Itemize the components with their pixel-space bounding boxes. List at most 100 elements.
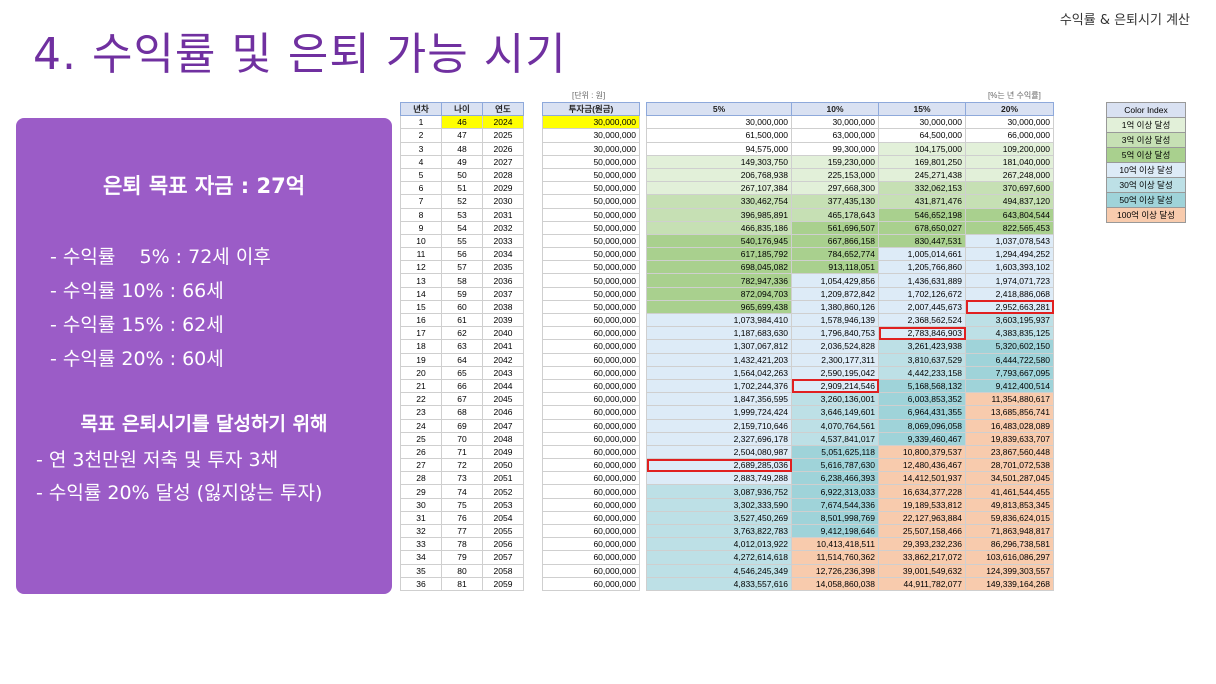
- column-gap: [639, 471, 647, 485]
- age-cell: 62: [441, 326, 483, 341]
- balance-cell: 7,674,544,336: [791, 497, 879, 512]
- column-gap: [639, 511, 647, 525]
- column-gap: [523, 405, 543, 419]
- year-cell: 33: [400, 537, 442, 552]
- balance-cell: 19,189,533,812: [878, 497, 966, 512]
- year-cell: 16: [400, 312, 442, 328]
- column-gap: [523, 366, 543, 380]
- target-reached-cell: 2,952,663,281: [965, 299, 1054, 315]
- strategy-heading: 목표 은퇴시기를 달성하기 위해: [80, 413, 328, 435]
- calendar-year-cell: 2028: [482, 167, 524, 183]
- column-gap: [523, 208, 543, 222]
- retirement-goal: 은퇴 목표 자금 : 27억: [102, 174, 306, 198]
- column-header: 10%: [791, 101, 879, 117]
- year-cell: 32: [400, 523, 442, 539]
- principal-cell: 50,000,000: [542, 247, 640, 262]
- balance-cell: 1,054,429,856: [791, 273, 879, 288]
- principal-cell: 60,000,000: [542, 497, 640, 512]
- balance-cell: 124,399,303,557: [965, 563, 1054, 578]
- column-gap: [523, 168, 543, 182]
- table-row: 20 65 2043 60,000,000 1,564,042,263 2,590,195…: [400, 365, 1054, 380]
- balance-cell: 14,412,501,937: [878, 471, 966, 486]
- table-row: 19 64 2042 60,000,000 1,432,421,203 2,300,177…: [400, 352, 1054, 367]
- balance-cell: 3,646,149,601: [791, 405, 879, 420]
- table-row: 16 61 2039 60,000,000 1,073,984,410 1,578,946…: [400, 312, 1054, 328]
- column-gap: [523, 194, 543, 208]
- column-header: 15%: [878, 101, 966, 117]
- principal-cell: 60,000,000: [542, 378, 640, 394]
- balance-cell: 2,418,886,068: [965, 286, 1054, 301]
- table-row: 28 73 2051 60,000,000 2,883,749,288 6,238,466…: [400, 471, 1054, 486]
- year-cell: 21: [400, 378, 442, 394]
- calendar-year-cell: 2043: [482, 365, 524, 380]
- balance-cell: 30,000,000: [878, 115, 966, 130]
- age-cell: 70: [441, 431, 483, 446]
- balance-cell: 7,793,667,095: [965, 365, 1054, 380]
- table-row: 31 76 2054 60,000,000 3,527,450,269 8,501,998…: [400, 510, 1054, 526]
- balance-cell: 9,412,400,514: [965, 378, 1054, 394]
- year-cell: 24: [400, 418, 442, 433]
- balance-cell: 4,012,013,922: [646, 537, 792, 552]
- column-gap: [523, 339, 543, 354]
- balance-cell: 33,862,217,072: [878, 550, 966, 565]
- balance-cell: 267,248,000: [965, 167, 1054, 183]
- calendar-year-cell: 2045: [482, 392, 524, 407]
- year-cell: 10: [400, 233, 442, 249]
- column-gap: [523, 484, 543, 499]
- balance-cell: 1,847,356,595: [646, 392, 792, 407]
- principal-cell: 50,000,000: [542, 167, 640, 183]
- year-cell: 13: [400, 273, 442, 288]
- balance-cell: 6,922,313,033: [791, 484, 879, 499]
- year-cell: 17: [400, 326, 442, 341]
- column-header: 5%: [646, 101, 792, 117]
- column-gap: [523, 498, 543, 512]
- table-row: 13 58 2036 50,000,000 782,947,336 1,054,429,8…: [400, 273, 1054, 288]
- table-row: 34 79 2057 60,000,000 4,272,614,618 11,514,76…: [400, 550, 1054, 565]
- table-row: 3 48 2026 30,000,000 94,575,000 99,300,000 104…: [400, 141, 1054, 156]
- balance-cell: 1,603,393,102: [965, 260, 1054, 275]
- principal-cell: 60,000,000: [542, 352, 640, 367]
- principal-cell: 60,000,000: [542, 484, 640, 499]
- principal-cell: 60,000,000: [542, 326, 640, 341]
- principal-cell: 60,000,000: [542, 458, 640, 473]
- table-row: 29 74 2052 60,000,000 3,087,936,752 6,922,313…: [400, 484, 1054, 499]
- balance-cell: 913,118,051: [791, 260, 879, 275]
- balance-cell: 297,668,300: [791, 181, 879, 196]
- principal-cell: 60,000,000: [542, 444, 640, 460]
- balance-cell: 149,339,164,268: [965, 576, 1054, 591]
- balance-cell: 830,447,531: [878, 233, 966, 249]
- calendar-year-cell: 2050: [482, 458, 524, 473]
- balance-cell: 5,051,625,118: [791, 444, 879, 460]
- column-gap: [639, 208, 647, 222]
- legend-item: 1억 이상 달성: [1106, 117, 1186, 133]
- legend-item: 10억 이상 달성: [1106, 162, 1186, 178]
- column-gap: [639, 392, 647, 406]
- column-gap: [523, 181, 543, 195]
- column-gap: [523, 419, 543, 433]
- calendar-year-cell: 2037: [482, 286, 524, 301]
- principal-cell: 50,000,000: [542, 299, 640, 315]
- table-row: 10 55 2033 50,000,000 540,176,945 667,866,158…: [400, 233, 1054, 249]
- table-row: 36 81 2059 60,000,000 4,833,557,616 14,058,86…: [400, 576, 1054, 591]
- principal-cell: 50,000,000: [542, 273, 640, 288]
- balance-cell: 2,300,177,311: [791, 352, 879, 367]
- table-row: 8 53 2031 50,000,000 396,985,891 465,178,643 5…: [400, 207, 1054, 222]
- column-gap: [523, 379, 543, 393]
- balance-cell: 6,964,431,355: [878, 405, 966, 420]
- balance-cell: 61,500,000: [646, 128, 792, 143]
- balance-cell: 169,801,250: [878, 154, 966, 169]
- balance-cell: 44,911,782,077: [878, 576, 966, 591]
- principal-cell: 60,000,000: [542, 431, 640, 446]
- column-gap: [639, 445, 647, 459]
- calendar-year-cell: 2058: [482, 563, 524, 578]
- principal-cell: 60,000,000: [542, 523, 640, 539]
- balance-cell: 5,616,787,630: [791, 458, 879, 473]
- balance-cell: 10,413,418,511: [791, 537, 879, 552]
- balance-cell: 1,564,042,263: [646, 365, 792, 380]
- year-cell: 29: [400, 484, 442, 499]
- balance-cell: 5,168,568,132: [878, 378, 966, 394]
- calendar-year-cell: 2054: [482, 510, 524, 526]
- column-gap: [523, 300, 543, 314]
- balance-cell: 494,837,120: [965, 194, 1054, 209]
- table-row: 23 68 2046 60,000,000 1,999,724,424 3,646,149…: [400, 405, 1054, 420]
